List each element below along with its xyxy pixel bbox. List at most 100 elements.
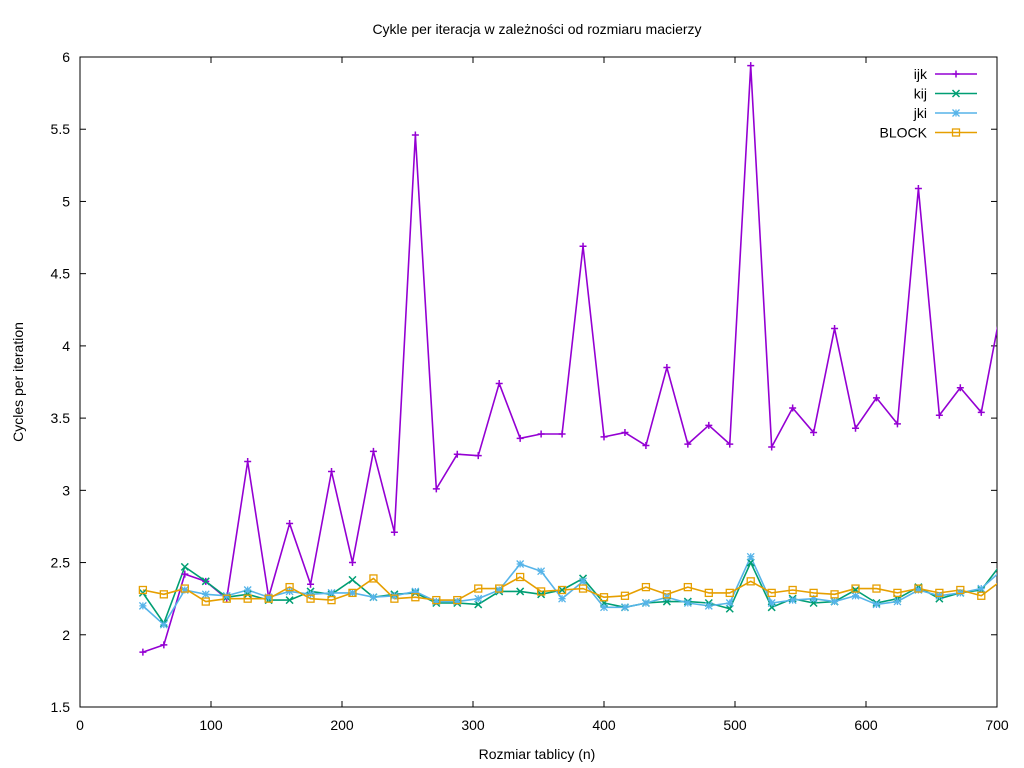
data-point-jki <box>579 577 587 586</box>
data-point-kij <box>474 600 483 609</box>
data-point-ijk <box>139 648 147 656</box>
data-point-ijk <box>516 434 524 442</box>
data-point-block <box>893 588 902 598</box>
data-point-block <box>453 595 462 605</box>
data-point-jki <box>537 567 546 576</box>
data-point-block <box>662 590 672 599</box>
data-point-jki <box>621 603 629 612</box>
data-point-kij <box>999 559 1006 566</box>
data-point-ijk <box>831 325 839 333</box>
data-point-ijk <box>160 641 168 649</box>
data-point-block <box>474 584 483 593</box>
data-point-block <box>830 590 839 599</box>
data-point-kij <box>180 562 189 571</box>
data-point-jki <box>641 599 650 607</box>
data-point-jki <box>830 597 839 606</box>
data-point-block <box>599 593 609 602</box>
data-point-jki <box>914 586 923 594</box>
data-point-ijk <box>621 429 629 437</box>
data-point-block <box>977 591 986 600</box>
y-tick-label: 4 <box>62 338 70 354</box>
data-point-jki <box>683 599 692 607</box>
y-tick-label: 1.5 <box>51 699 71 715</box>
data-point-jki <box>725 599 734 607</box>
data-point-jki <box>809 594 818 603</box>
data-point-block <box>327 595 336 605</box>
data-point-ijk <box>893 420 901 428</box>
x-tick-label: 200 <box>330 717 354 733</box>
y-tick-label: 3.5 <box>51 410 71 426</box>
y-axis-label: Cycles per iteration <box>10 322 26 442</box>
data-point-block <box>495 584 504 593</box>
data-point-jki <box>999 566 1006 573</box>
plot-frame <box>79 56 998 708</box>
data-point-block <box>390 594 399 603</box>
data-point-jki <box>138 601 147 610</box>
data-point-jki <box>767 599 776 607</box>
data-point-ijk <box>872 394 880 402</box>
data-point-block <box>788 585 797 595</box>
data-point-block <box>432 595 441 605</box>
data-point-block <box>683 582 692 592</box>
data-point-block <box>138 585 148 595</box>
data-point-ijk <box>558 430 566 438</box>
data-point-jki <box>977 584 986 593</box>
data-point-jki <box>558 594 567 603</box>
data-point-ijk <box>789 404 797 412</box>
data-point-ijk <box>999 299 1006 306</box>
data-point-ijk <box>935 411 943 419</box>
data-point-ijk <box>453 450 461 458</box>
data-point-ijk <box>747 62 755 70</box>
data-point-jki <box>201 590 210 599</box>
y-tick-label: 2.5 <box>51 555 71 571</box>
data-point-block <box>557 585 567 595</box>
data-point-ijk <box>579 242 587 250</box>
x-tick-label: 0 <box>76 717 84 733</box>
x-tick-label: 700 <box>985 717 1009 733</box>
chart-title: Cykle per iteracja w zależności od rozmi… <box>372 21 701 37</box>
data-point-block <box>159 590 168 599</box>
data-point-block <box>264 594 273 603</box>
data-point-block <box>536 587 546 596</box>
data-point-ijk <box>810 429 818 437</box>
data-point-block <box>180 584 189 593</box>
data-point-block <box>222 594 231 603</box>
data-point-ijk <box>684 440 692 448</box>
data-point-kij <box>558 585 567 595</box>
data-point-block <box>620 591 630 600</box>
data-point-ijk <box>726 440 734 448</box>
data-point-jki <box>872 600 881 609</box>
data-point-ijk <box>852 424 860 432</box>
y-tick-label: 6 <box>62 49 70 65</box>
data-point-block <box>516 572 525 582</box>
data-point-block <box>725 588 734 598</box>
data-point-kij <box>725 604 734 613</box>
x-tick-label: 600 <box>854 717 878 733</box>
y-tick-label: 3 <box>62 482 70 498</box>
data-point-block <box>369 574 378 583</box>
data-point-ijk <box>411 131 419 139</box>
data-point-block <box>956 585 965 595</box>
data-point-ijk <box>600 433 608 441</box>
data-point-ijk <box>244 457 252 465</box>
data-point-jki <box>264 593 273 602</box>
data-point-ijk <box>348 559 356 567</box>
data-point-ijk <box>495 379 503 387</box>
data-point-block <box>767 588 776 598</box>
data-point-ijk <box>369 447 377 455</box>
data-point-jki <box>243 586 252 594</box>
data-point-ijk <box>181 570 189 578</box>
axes: 0 100 200 300 400 500 600 700 1.5 2 2.5 3 3.5 4 4.5 5 5.… <box>51 49 1009 733</box>
data-point-jki <box>746 552 755 561</box>
data-point-ijk <box>474 452 482 460</box>
data-point-jki <box>600 603 608 612</box>
data-point-block <box>348 588 357 598</box>
legend-label-ijk: ijk <box>914 66 928 82</box>
data-point-block <box>285 582 294 592</box>
data-point-block <box>243 594 252 603</box>
data-point-ijk <box>768 443 776 451</box>
data-point-jki <box>893 597 902 606</box>
data-point-ijk <box>663 364 671 372</box>
data-point-ijk <box>537 430 545 438</box>
series-line-kij <box>142 561 997 625</box>
